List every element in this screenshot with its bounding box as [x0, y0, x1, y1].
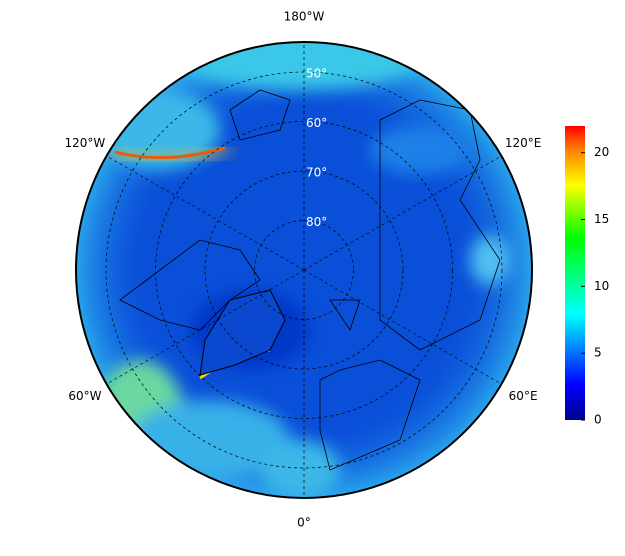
longitude-label: 60°E — [509, 389, 538, 403]
longitude-line — [303, 269, 502, 385]
colorbar-tick-label: 5 — [594, 346, 602, 360]
latitude-circle — [254, 220, 354, 320]
longitude-line — [106, 269, 305, 385]
latitude-label: 60° — [306, 116, 327, 130]
colorbar-tick-label: 15 — [594, 212, 609, 226]
longitude-line — [303, 155, 502, 271]
colorbar-tick-label: 20 — [594, 145, 609, 159]
latitude-label: 80° — [306, 215, 327, 229]
longitude-line — [106, 155, 305, 271]
colorbar-tick-label: 0 — [594, 413, 602, 427]
latitude-circle — [204, 170, 404, 370]
longitude-label: 120°E — [505, 136, 542, 150]
colorbar — [565, 126, 585, 420]
map-boundary — [75, 41, 533, 499]
latitude-label: 70° — [306, 166, 327, 180]
colorbar-ticks: 0 5 10 15 20 — [581, 145, 609, 427]
longitude-label: 0° — [297, 516, 311, 530]
latitude-label: 50° — [306, 67, 327, 81]
longitude-label: 60°W — [68, 389, 101, 403]
longitude-label: 120°W — [65, 136, 106, 150]
graticule: 50° 60° 70° 80° — [105, 42, 503, 498]
latitude-circle — [155, 121, 453, 419]
colorbar-tick-label: 10 — [594, 279, 609, 293]
longitude-label: 180°W — [284, 10, 325, 24]
